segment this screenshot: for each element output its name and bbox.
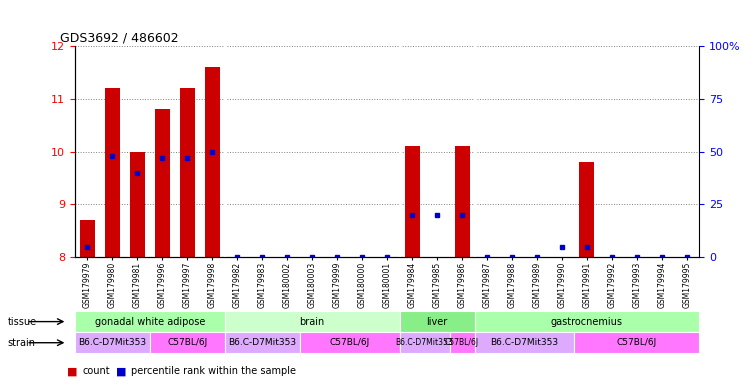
Text: C57BL/6J: C57BL/6J (617, 338, 657, 347)
Text: C57BL/6J: C57BL/6J (167, 338, 207, 347)
Text: percentile rank within the sample: percentile rank within the sample (131, 366, 296, 376)
Text: ■: ■ (116, 366, 126, 376)
Text: count: count (82, 366, 110, 376)
Text: brain: brain (299, 316, 325, 327)
Text: GDS3692 / 486602: GDS3692 / 486602 (60, 31, 179, 44)
Bar (580, 162, 595, 257)
Text: tissue: tissue (7, 316, 37, 327)
Bar (405, 146, 420, 257)
Text: B6.C-D7Mit353: B6.C-D7Mit353 (228, 338, 296, 347)
Bar (155, 109, 170, 257)
Bar (455, 146, 470, 257)
Text: gastrocnemius: gastrocnemius (551, 316, 623, 327)
Bar (105, 88, 120, 257)
Text: gonadal white adipose: gonadal white adipose (94, 316, 205, 327)
Text: strain: strain (7, 338, 35, 348)
Text: C57BL/6J: C57BL/6J (329, 338, 370, 347)
Text: ■: ■ (67, 366, 78, 376)
Text: B6.C-D7Mit353: B6.C-D7Mit353 (79, 338, 147, 347)
Text: liver: liver (426, 316, 448, 327)
Bar (205, 67, 220, 257)
Text: B6.C-D7Mit353: B6.C-D7Mit353 (396, 338, 453, 347)
Bar (129, 152, 145, 257)
Bar (80, 220, 95, 257)
Text: B6.C-D7Mit353: B6.C-D7Mit353 (491, 338, 559, 347)
Bar (180, 88, 194, 257)
Text: C57BL/6J: C57BL/6J (445, 338, 479, 347)
